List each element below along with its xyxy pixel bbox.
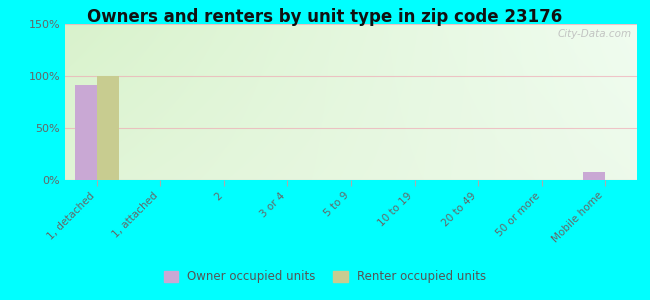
Bar	[75, 85, 97, 180]
Legend: Owner occupied units, Renter occupied units: Owner occupied units, Renter occupied un…	[159, 266, 491, 288]
Text: City-Data.com: City-Data.com	[557, 29, 631, 39]
Bar	[583, 172, 605, 180]
Text: Owners and renters by unit type in zip code 23176: Owners and renters by unit type in zip c…	[87, 8, 563, 26]
Bar	[97, 76, 119, 180]
